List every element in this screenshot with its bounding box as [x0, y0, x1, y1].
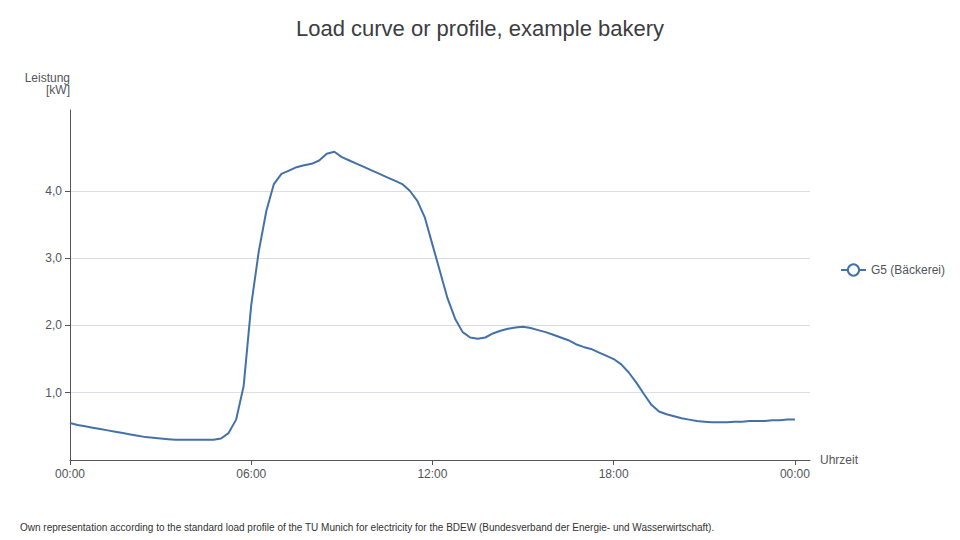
- svg-text:2,0: 2,0: [45, 318, 62, 332]
- svg-text:3,0: 3,0: [45, 251, 62, 265]
- svg-text:06:00: 06:00: [236, 467, 266, 481]
- svg-text:Leistung: Leistung: [24, 71, 70, 85]
- svg-text:12:00: 12:00: [417, 467, 447, 481]
- svg-text:00:00: 00:00: [780, 467, 810, 481]
- svg-text:Uhrzeit: Uhrzeit: [820, 453, 859, 467]
- svg-text:[kW]: [kW]: [46, 83, 70, 97]
- svg-text:00:00: 00:00: [55, 467, 85, 481]
- svg-text:G5 (Bäckerei): G5 (Bäckerei): [871, 263, 945, 277]
- svg-text:18:00: 18:00: [599, 467, 629, 481]
- svg-text:1,0: 1,0: [45, 386, 62, 400]
- svg-text:4,0: 4,0: [45, 184, 62, 198]
- svg-text:Own representation according t: Own representation according to the stan…: [20, 522, 714, 533]
- svg-text:Load curve or profile, example: Load curve or profile, example bakery: [296, 16, 664, 41]
